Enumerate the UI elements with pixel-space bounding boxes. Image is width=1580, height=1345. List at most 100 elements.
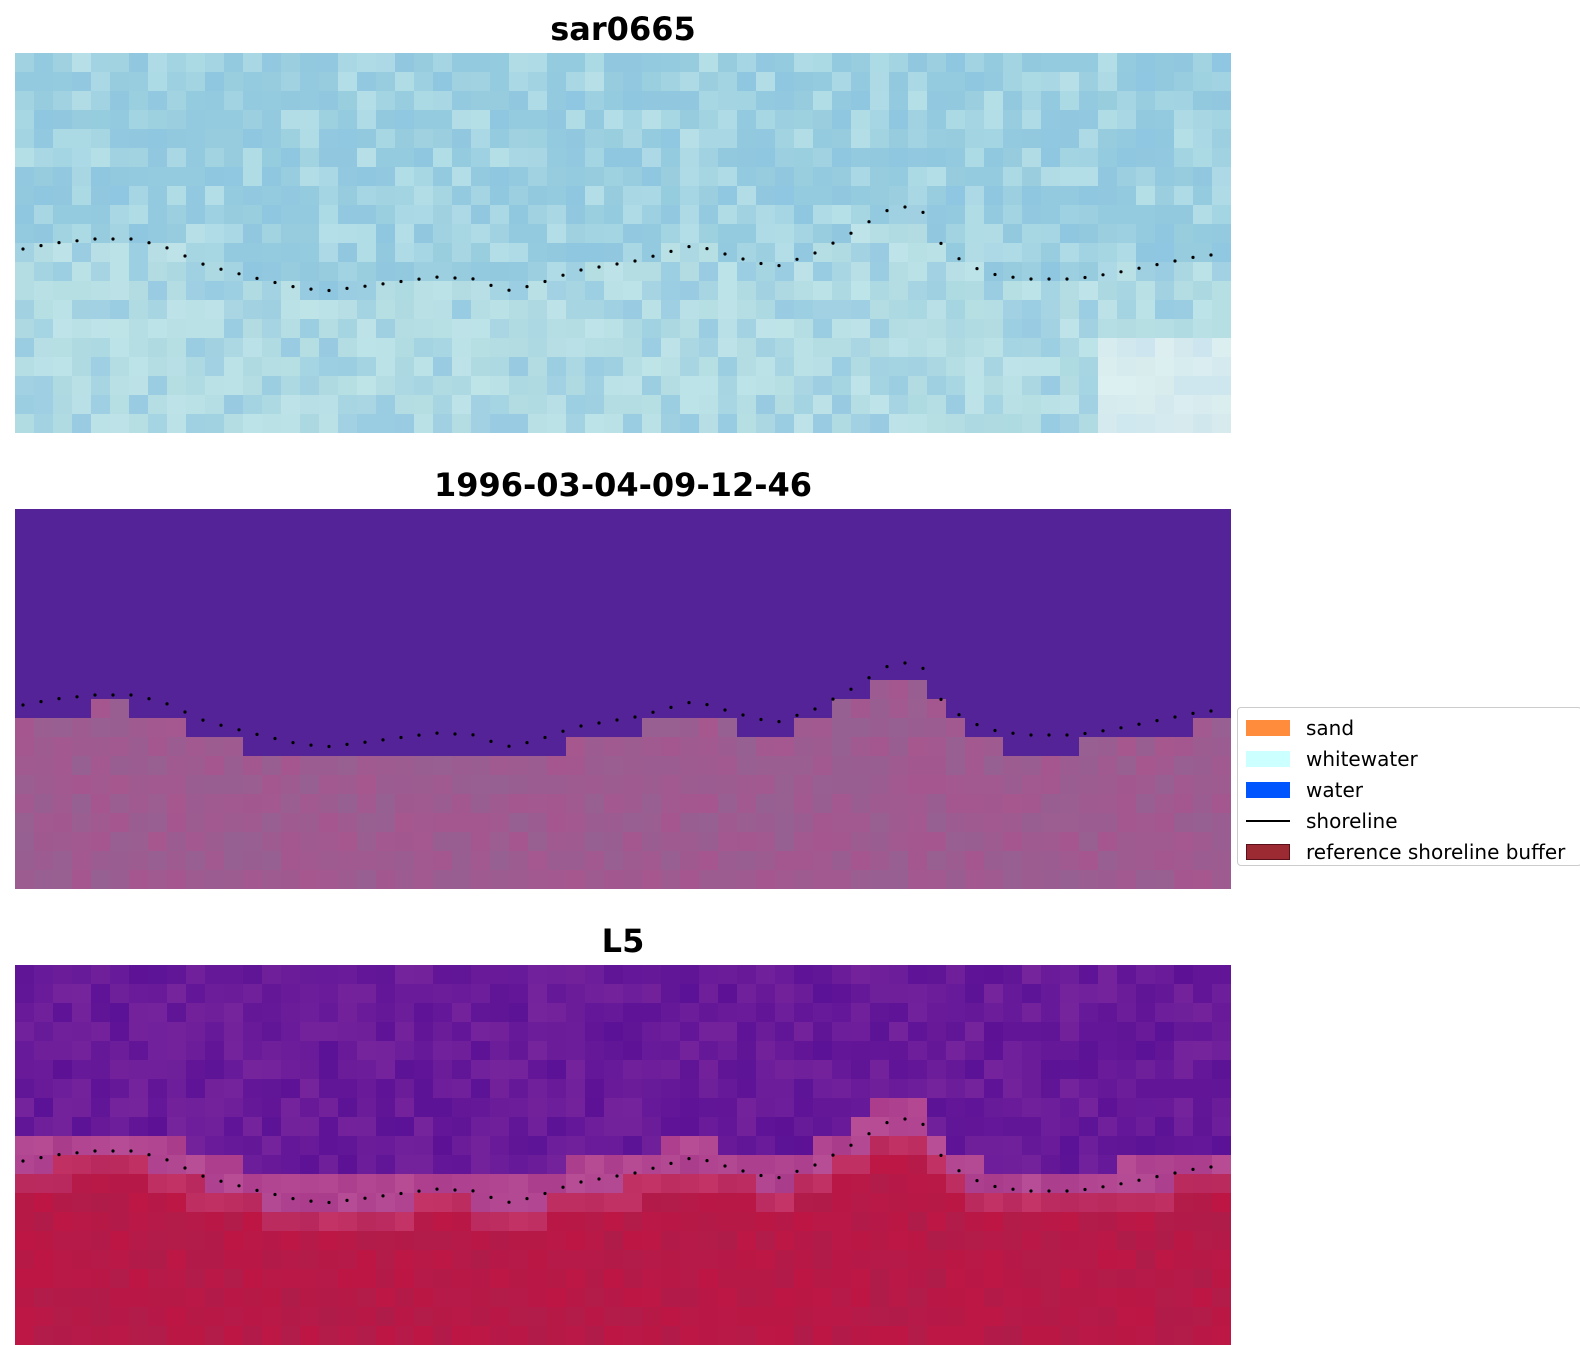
image-pixel	[965, 72, 984, 91]
image-pixel	[509, 1060, 528, 1079]
shoreline-point	[1191, 1167, 1195, 1171]
land-pixel	[433, 870, 452, 889]
image-pixel	[1117, 1193, 1136, 1212]
image-pixel	[984, 243, 1003, 262]
image-pixel	[566, 1326, 585, 1345]
image-pixel	[870, 984, 889, 1003]
image-pixel	[927, 1155, 946, 1174]
shoreline-point	[129, 1149, 133, 1153]
land-pixel	[965, 813, 984, 832]
image-pixel	[1117, 1174, 1136, 1193]
land-pixel	[965, 756, 984, 775]
image-pixel	[452, 1174, 471, 1193]
image-pixel	[965, 1098, 984, 1117]
image-pixel	[1136, 148, 1155, 167]
sand-swatch	[1246, 719, 1290, 736]
image-pixel	[72, 281, 91, 300]
image-pixel	[452, 338, 471, 357]
image-pixel	[661, 338, 680, 357]
shoreline-point	[39, 700, 43, 704]
land-pixel	[433, 813, 452, 832]
image-pixel	[699, 338, 718, 357]
image-pixel	[718, 1307, 737, 1326]
image-pixel	[1174, 1155, 1193, 1174]
image-pixel	[528, 1003, 547, 1022]
image-pixel	[15, 1174, 34, 1193]
image-pixel	[452, 205, 471, 224]
image-pixel	[775, 1231, 794, 1250]
land-pixel	[357, 832, 376, 851]
image-pixel	[604, 1003, 623, 1022]
image-pixel	[1060, 1041, 1079, 1060]
index-image-panel	[15, 965, 1231, 1345]
image-pixel	[1079, 91, 1098, 110]
image-pixel	[585, 281, 604, 300]
image-pixel	[984, 1269, 1003, 1288]
shoreline-point	[453, 276, 457, 280]
image-pixel	[509, 1098, 528, 1117]
image-pixel	[452, 1041, 471, 1060]
image-pixel	[91, 129, 110, 148]
image-pixel	[300, 129, 319, 148]
land-pixel	[661, 775, 680, 794]
image-pixel	[1003, 1212, 1022, 1231]
image-pixel	[680, 129, 699, 148]
land-pixel	[775, 813, 794, 832]
image-pixel	[490, 1003, 509, 1022]
image-pixel	[167, 1117, 186, 1136]
land-pixel	[832, 851, 851, 870]
image-pixel	[72, 338, 91, 357]
land-pixel	[167, 718, 186, 737]
image-pixel	[110, 1041, 129, 1060]
image-pixel	[262, 1193, 281, 1212]
image-pixel	[566, 1250, 585, 1269]
image-pixel	[832, 91, 851, 110]
image-pixel	[642, 1117, 661, 1136]
image-pixel	[585, 148, 604, 167]
land-pixel	[167, 813, 186, 832]
image-pixel	[1155, 1117, 1174, 1136]
image-pixel	[623, 205, 642, 224]
land-pixel	[1155, 851, 1174, 870]
image-pixel	[395, 1136, 414, 1155]
shoreline-point	[1191, 255, 1195, 259]
image-pixel	[775, 148, 794, 167]
image-pixel	[1193, 281, 1212, 300]
image-pixel	[1041, 186, 1060, 205]
image-pixel	[1060, 281, 1079, 300]
image-pixel	[53, 984, 72, 1003]
shoreline-point	[111, 693, 115, 697]
shoreline-point	[777, 720, 781, 724]
image-pixel	[243, 1231, 262, 1250]
image-pixel	[775, 91, 794, 110]
image-pixel	[91, 1136, 110, 1155]
image-pixel	[699, 224, 718, 243]
image-pixel	[775, 984, 794, 1003]
image-pixel	[775, 1212, 794, 1231]
image-pixel	[661, 110, 680, 129]
image-pixel	[433, 1060, 452, 1079]
image-pixel	[1003, 1003, 1022, 1022]
image-pixel	[471, 148, 490, 167]
land-pixel	[889, 870, 908, 889]
image-pixel	[1136, 1269, 1155, 1288]
image-pixel	[566, 1136, 585, 1155]
image-pixel	[1022, 1231, 1041, 1250]
image-pixel	[927, 148, 946, 167]
image-pixel	[566, 53, 585, 72]
image-pixel	[1003, 1269, 1022, 1288]
image-pixel	[300, 414, 319, 433]
image-pixel	[642, 1231, 661, 1250]
land-pixel	[1022, 813, 1041, 832]
land-pixel	[1003, 851, 1022, 870]
shoreline-point	[435, 731, 439, 735]
shoreline-point	[345, 286, 349, 290]
image-pixel	[433, 224, 452, 243]
image-pixel	[243, 395, 262, 414]
land-pixel	[927, 832, 946, 851]
image-pixel	[243, 1117, 262, 1136]
land-pixel	[72, 737, 91, 756]
image-pixel	[927, 1174, 946, 1193]
image-pixel	[186, 186, 205, 205]
legend-label-shoreline: shoreline	[1306, 808, 1398, 833]
